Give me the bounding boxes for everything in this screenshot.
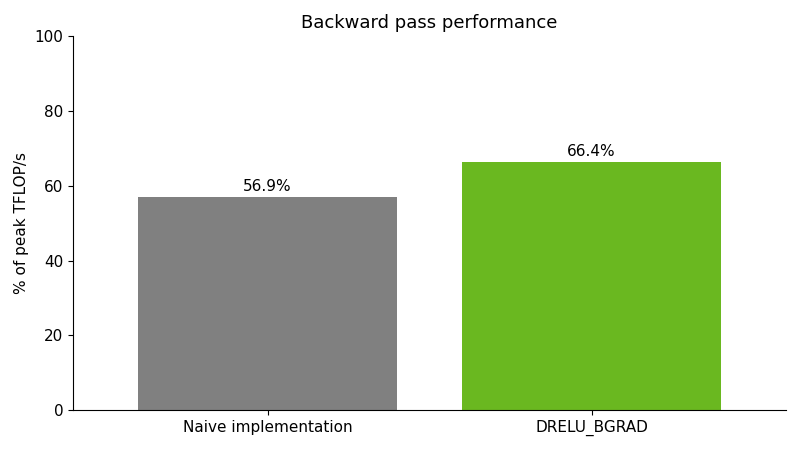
Bar <box>138 198 397 410</box>
Title: Backward pass performance: Backward pass performance <box>302 14 558 32</box>
Bar <box>462 162 722 410</box>
Text: 66.4%: 66.4% <box>567 144 616 159</box>
Text: 56.9%: 56.9% <box>243 180 292 194</box>
Y-axis label: % of peak TFLOP/s: % of peak TFLOP/s <box>14 152 29 294</box>
